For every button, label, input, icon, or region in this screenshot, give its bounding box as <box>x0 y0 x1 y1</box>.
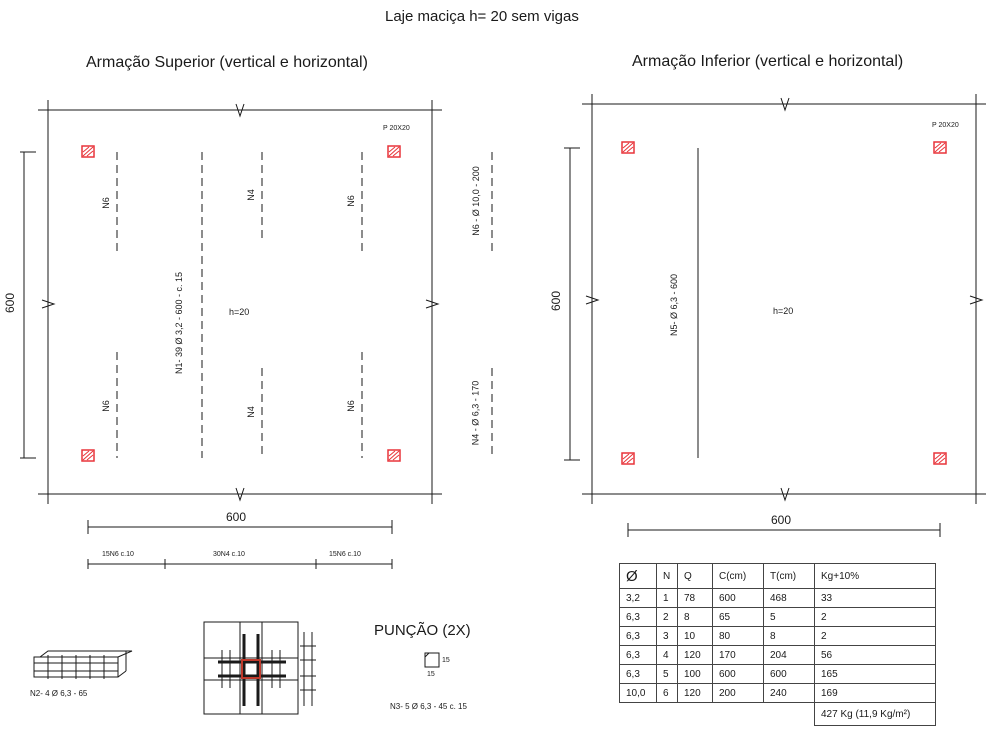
left-plan-heading: Armação Superior (vertical e horizontal) <box>86 54 368 71</box>
right-pillar-label: P 20X20 <box>932 122 959 129</box>
cell-q: 78 <box>677 588 713 608</box>
cell-q: 8 <box>677 607 713 627</box>
cell-q: 120 <box>677 645 713 665</box>
left-pillar-label: P 20X20 <box>383 125 410 132</box>
cell-q: 10 <box>677 626 713 646</box>
cell-c: 170 <box>712 645 764 665</box>
bar-label-n6-bot-right: N6 <box>345 400 356 412</box>
bar-label-n6-bot-left: N6 <box>100 400 111 412</box>
cell-kg: 169 <box>814 683 936 703</box>
cell-diameter: 6,3 <box>619 645 657 665</box>
right-pillars <box>621 141 947 465</box>
table-total: 427 Kg (11,9 Kg/m²) <box>814 702 936 726</box>
cell-t: 240 <box>763 683 815 703</box>
bar-label-n1: N1- 39 Ø 3,2 - 600 - c. 15 <box>174 271 185 375</box>
left-pillars <box>81 145 401 462</box>
puncao-detail-outline <box>203 621 299 715</box>
table-row: 10,0 6 120 200 240 169 <box>619 683 936 703</box>
cell-n: 5 <box>656 664 678 684</box>
stirrup-dim-side: 15 <box>442 657 450 664</box>
n3-label: N3- 5 Ø 6,3 - 45 c. 15 <box>390 702 467 711</box>
cell-diameter: 6,3 <box>619 607 657 627</box>
right-slab-outline <box>591 103 977 495</box>
cell-c: 600 <box>712 588 764 608</box>
left-dim-vertical: 600 <box>3 292 18 314</box>
bar-label-n6-top-right: N6 <box>345 195 356 207</box>
side-label-n4: N4 - Ø 6,3 - 170 <box>470 380 481 446</box>
cell-kg: 2 <box>814 626 936 646</box>
cell-diameter: 10,0 <box>619 683 657 703</box>
table-header-row: Ø N Q C(cm) T(cm) Kg+10% <box>619 563 936 589</box>
cell-diameter: 6,3 <box>619 626 657 646</box>
cell-q: 100 <box>677 664 713 684</box>
n2-label: N2- 4 Ø 6,3 - 65 <box>30 689 88 698</box>
table-total-row: 427 Kg (11,9 Kg/m²) <box>620 702 936 726</box>
left-dim-horizontal: 600 <box>226 510 247 524</box>
col-header-c: C(cm) <box>712 563 764 589</box>
cell-kg: 2 <box>814 607 936 627</box>
right-dim-horizontal: 600 <box>771 513 792 527</box>
left-slab-label: h=20 <box>229 307 250 317</box>
side-label-n6: N6 - Ø 10,0 - 200 <box>470 166 481 236</box>
col-header-kg: Kg+10% <box>814 563 936 589</box>
cell-n: 4 <box>656 645 678 665</box>
cell-n: 2 <box>656 607 678 627</box>
puncao-title: PUNÇÃO (2X) <box>374 622 471 639</box>
cell-c: 80 <box>712 626 764 646</box>
cell-kg: 56 <box>814 645 936 665</box>
cell-t: 204 <box>763 645 815 665</box>
bar-label-n4-bot-mid: N4 <box>245 406 256 418</box>
right-slab-label: h=20 <box>773 306 794 316</box>
cell-t: 8 <box>763 626 815 646</box>
right-dim-vertical: 600 <box>549 290 564 312</box>
bar-label-n6-top-left: N6 <box>100 197 111 209</box>
cell-c: 65 <box>712 607 764 627</box>
total-spacer <box>620 703 815 726</box>
distribution-left: 15N6 c.10 <box>102 551 134 558</box>
table-row: 6,3 4 120 170 204 56 <box>619 645 936 665</box>
col-header-diameter: Ø <box>619 563 657 589</box>
cell-kg: 33 <box>814 588 936 608</box>
cell-c: 200 <box>712 683 764 703</box>
col-header-n: N <box>656 563 678 589</box>
bar-label-n5: N5- Ø 6,3 - 600 <box>669 273 680 337</box>
puncao-pillar <box>241 659 261 679</box>
distribution-center: 30N4 c.10 <box>213 551 245 558</box>
col-header-q: Q <box>677 563 713 589</box>
cell-n: 3 <box>656 626 678 646</box>
cell-kg: 165 <box>814 664 936 684</box>
table-row: 6,3 5 100 600 600 165 <box>619 664 936 684</box>
cell-diameter: 6,3 <box>619 664 657 684</box>
table-row: 3,2 1 78 600 468 33 <box>619 588 936 608</box>
drawing-title: Laje maciça h= 20 sem vigas <box>385 8 579 25</box>
col-header-t: T(cm) <box>763 563 815 589</box>
table-row: 6,3 3 10 80 8 2 <box>619 626 936 646</box>
cell-c: 600 <box>712 664 764 684</box>
cell-t: 5 <box>763 607 815 627</box>
right-plan-heading: Armação Inferior (vertical e horizontal) <box>632 53 904 70</box>
cell-t: 600 <box>763 664 815 684</box>
table-row: 6,3 2 8 65 5 2 <box>619 607 936 627</box>
distribution-right: 15N6 c.10 <box>329 551 361 558</box>
cell-n: 1 <box>656 588 678 608</box>
steel-quantity-table: Ø N Q C(cm) T(cm) Kg+10% 3,2 1 78 600 46… <box>619 563 936 726</box>
cell-n: 6 <box>656 683 678 703</box>
cell-t: 468 <box>763 588 815 608</box>
left-slab-outline <box>47 109 433 495</box>
cell-q: 120 <box>677 683 713 703</box>
cell-diameter: 3,2 <box>619 588 657 608</box>
stirrup-dim-bottom: 15 <box>427 671 435 678</box>
bar-label-n4-top-mid: N4 <box>245 189 256 201</box>
